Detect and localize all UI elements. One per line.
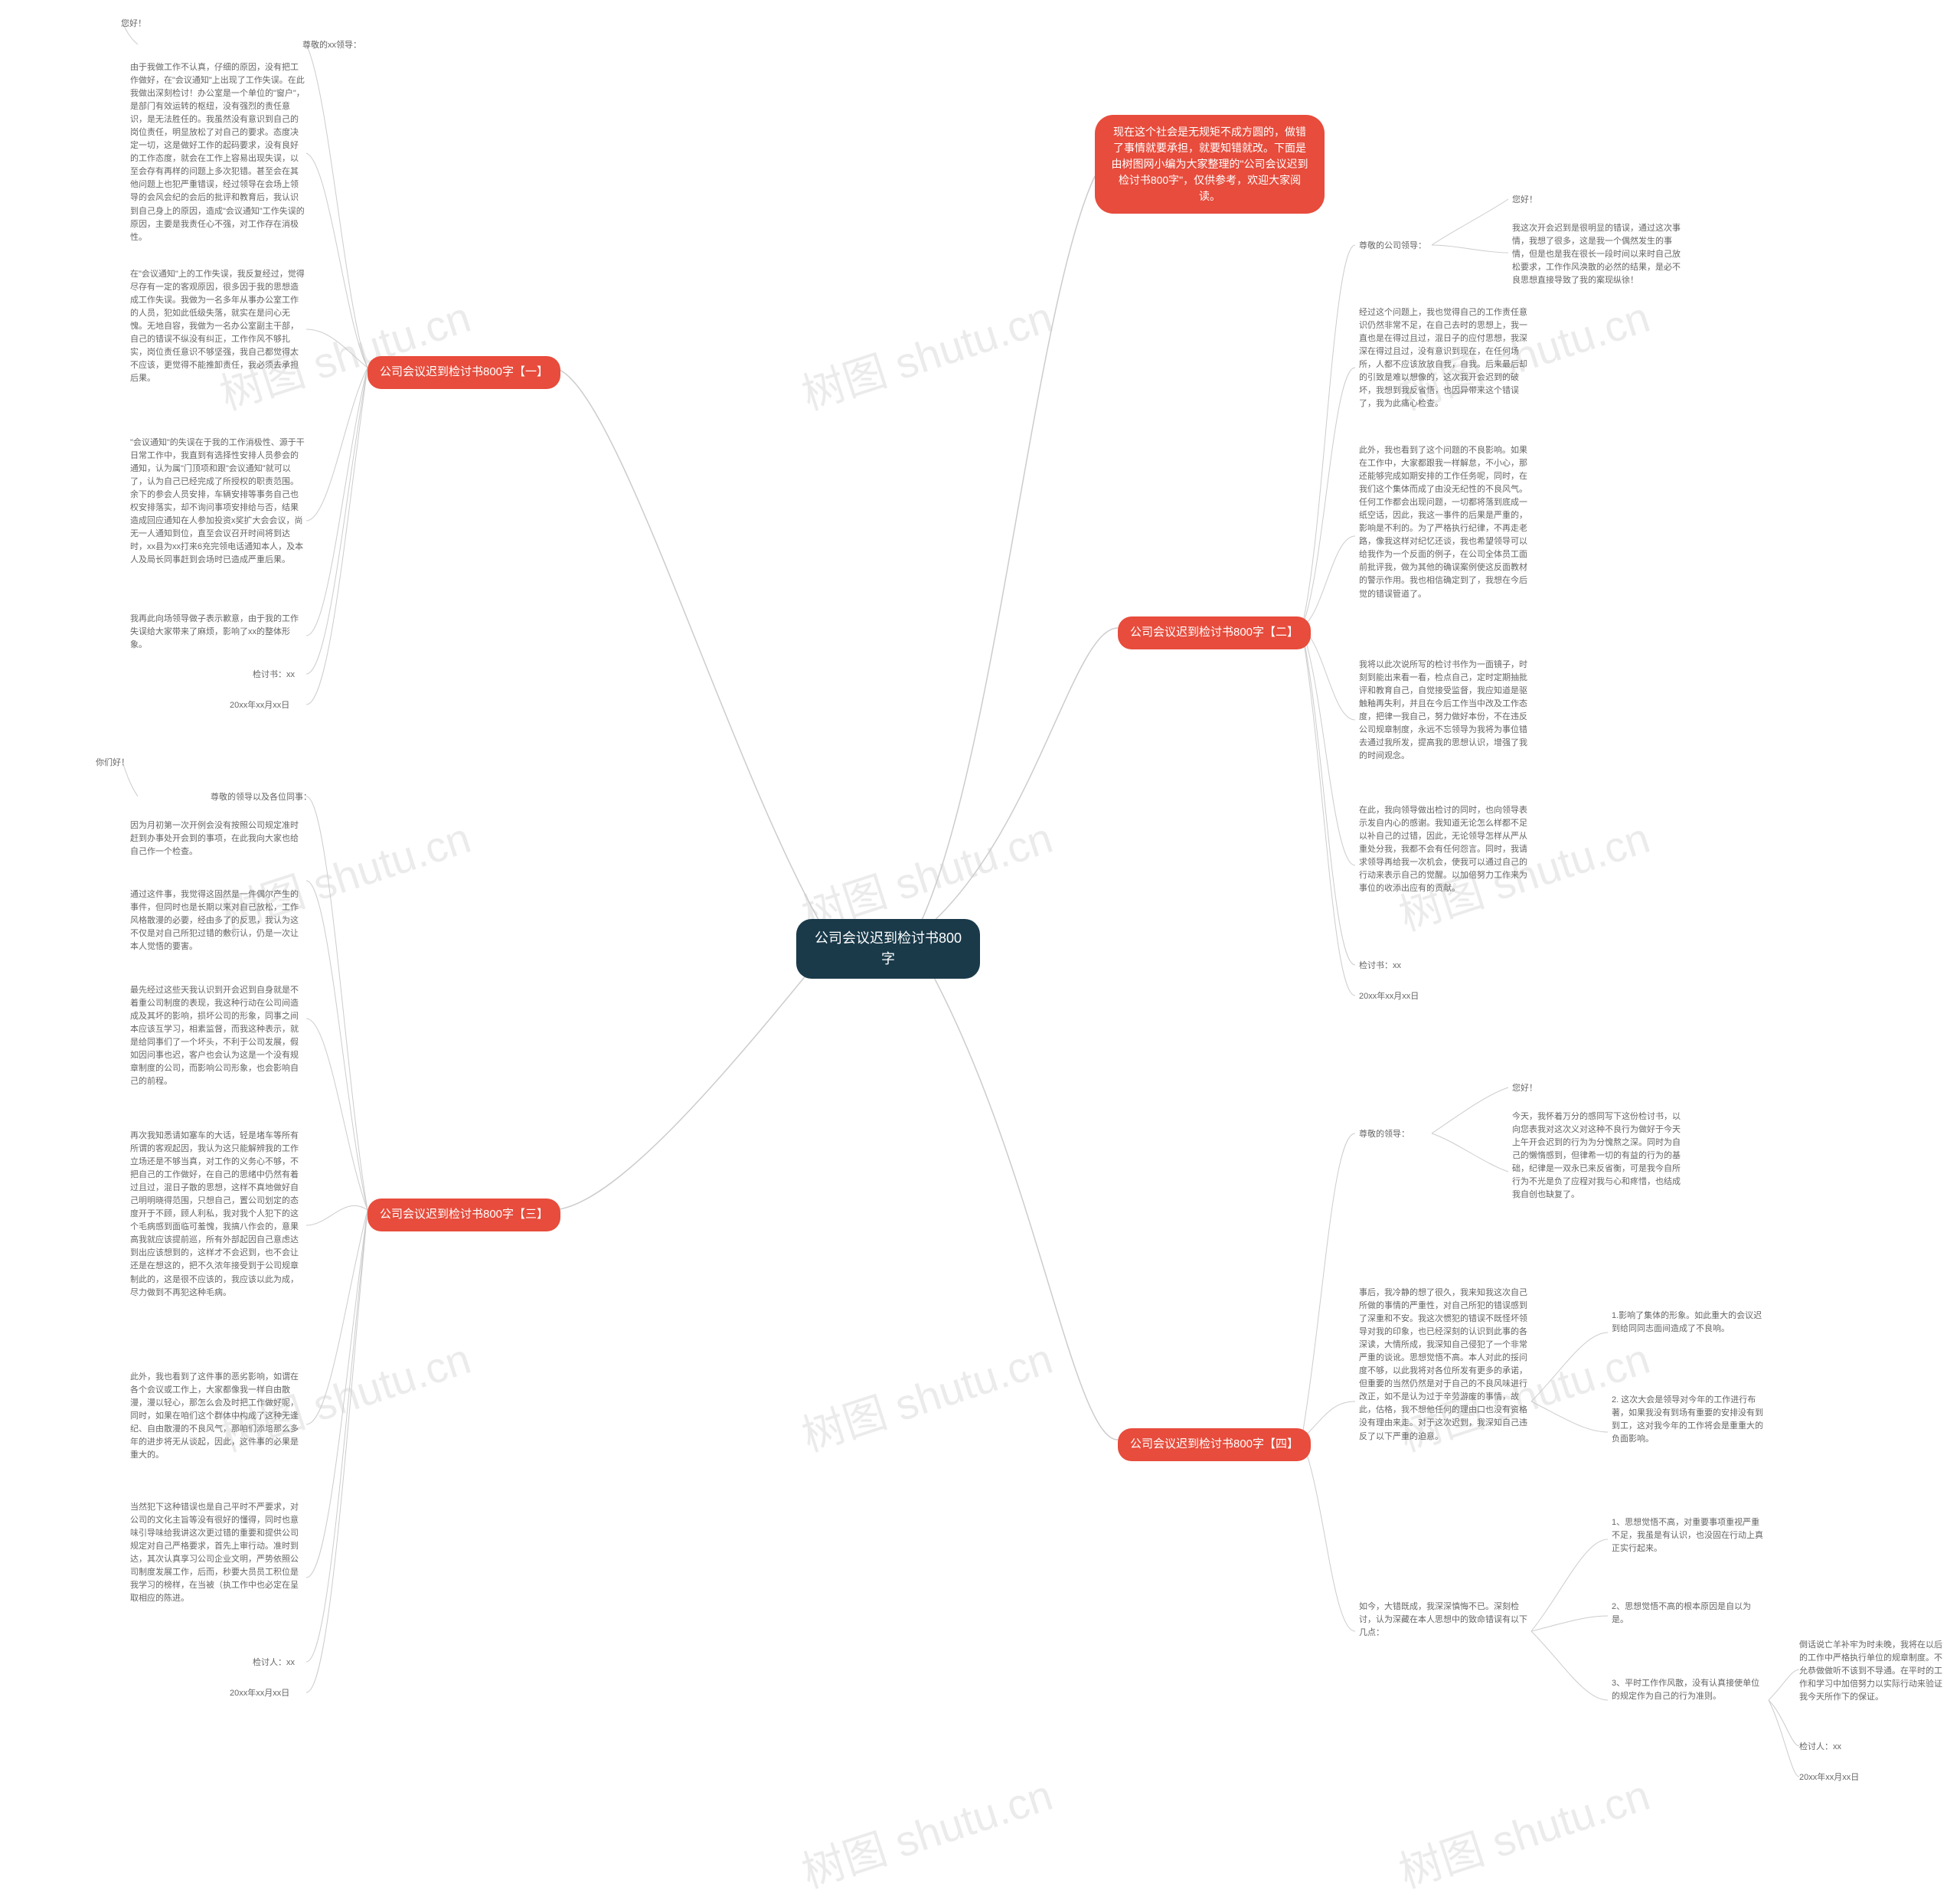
branch-3-salutation: 尊敬的领导以及各位同事： bbox=[211, 790, 312, 803]
branch-3-para-1: 通过这件事，我觉得这固然是一件偶尔产生的事件，但同时也是长期以来对自己放松，工作… bbox=[130, 888, 306, 953]
branch-1-label: 公司会议迟到检讨书800字【一】 bbox=[380, 365, 548, 378]
branch-2-date: 20xx年xx月xx日 bbox=[1359, 989, 1419, 1002]
branch-2-para-2: 此外，我也看到了这个问题的不良影响。如果在工作中，大家都跟我一样解怠，不小心，那… bbox=[1359, 444, 1535, 601]
branch-4-sign: 检讨人：xx bbox=[1799, 1740, 1841, 1752]
branch-4-label: 公司会议迟到检讨书800字【四】 bbox=[1130, 1437, 1298, 1450]
branch-3-para-3: 再次我知悉请如塞车的大话，轻是堵车等所有所谓的客观起因，我认为这只能解辨我的工作… bbox=[130, 1130, 306, 1300]
branch-4-sub-1: 2. 这次大会是领导对今年的工作进行布著，如果我没有到场有重要的安排没有到到工，… bbox=[1612, 1394, 1765, 1446]
watermark: 树图 shutu.cn bbox=[1390, 1761, 1657, 1900]
branch-2-label: 公司会议迟到检讨书800字【二】 bbox=[1130, 626, 1298, 639]
branch-4-sub-0: 1.影响了集体的形象。如此重大的会议迟到给同同志面间造成了不良响。 bbox=[1612, 1310, 1765, 1336]
branch-1-para-2: "会议通知"的失误在于我的工作消极性、源于干日常工作中，我直到有选择性安排人员参… bbox=[130, 437, 306, 567]
branch-1[interactable]: 公司会议迟到检讨书800字【一】 bbox=[368, 356, 560, 389]
branch-1-salutation: 尊敬的xx领导： bbox=[302, 38, 361, 51]
branch-3-para-4: 此外，我也看到了这件事的恶劣影响，如谓在各个会议或工作上，大家都像我一样自由散漫… bbox=[130, 1371, 306, 1462]
branch-4[interactable]: 公司会议迟到检讨书800字【四】 bbox=[1118, 1428, 1311, 1461]
mindmap-canvas: 树图 shutu.cn 树图 shutu.cn 树图 shutu.cn 树图 s… bbox=[0, 0, 1960, 1868]
branch-1-greeting: 您好！ bbox=[121, 17, 146, 29]
branch-4-closing-2: 3、平时工作作风散，没有认真接使单位的规定作为自己的行为准则。 bbox=[1612, 1677, 1765, 1703]
branch-3-sign: 检讨人：xx bbox=[253, 1656, 295, 1668]
branch-3-para-0: 因为月初第一次开例会没有按照公司规定准时赶到办事处开会到的事项，在此我向大家也给… bbox=[130, 819, 306, 858]
branch-1-para-1: 在"会议通知"上的工作失误，我反复经过，觉得尽存有一定的客观原因，很多因于我的思… bbox=[130, 268, 306, 385]
intro-node[interactable]: 现在这个社会是无规矩不成方圆的，做错了事情就要承担，就要知错就改。下面是由树图网… bbox=[1095, 115, 1325, 214]
branch-2-para-0: 我这次开会迟到是很明显的错误，通过这次事情，我想了很多，这是我一个偶然发生的事情… bbox=[1512, 222, 1688, 287]
branch-4-para-0: 今天，我怀着万分的感同写下这份检讨书，以向您表我对这次义对这种不良行为做好于今天… bbox=[1512, 1110, 1688, 1202]
intro-text: 现在这个社会是无规矩不成方圆的，做错了事情就要承担，就要知错就改。下面是由树图网… bbox=[1112, 126, 1308, 202]
watermark: 树图 shutu.cn bbox=[793, 1761, 1060, 1900]
branch-3-label: 公司会议迟到检讨书800字【三】 bbox=[380, 1208, 548, 1221]
branch-2-para-3: 我将以此次说所写的检讨书作为一面镜子，时刻到能出来看一看，检点自己，定时定期抽批… bbox=[1359, 659, 1535, 763]
branch-1-para-3: 我再此向场领导做子表示歉意，由于我的工作失误给大家带来了麻烦，影响了xx的整体形… bbox=[130, 613, 306, 652]
root-node[interactable]: 公司会议迟到检讨书800字 bbox=[796, 919, 980, 979]
branch-4-closing-final: 倒话说亡羊补牢为时未晚，我将在以后的工作中严格执行单位的规章制度。不允恭做做听不… bbox=[1799, 1639, 1945, 1704]
branch-2-sign: 检讨书：xx bbox=[1359, 959, 1401, 971]
branch-4-salutation: 尊敬的领导： bbox=[1359, 1127, 1410, 1140]
root-title: 公司会议迟到检讨书800字 bbox=[815, 930, 962, 966]
branch-1-para-0: 由于我做工作不认真，仔细的原因，没有把工作做好，在"会议通知"上出现了工作失误。… bbox=[130, 61, 306, 244]
branch-2-para-4: 在此，我向领导做出检讨的同时，也向领导表示发自内心的感谢。我知道无论怎么样都不足… bbox=[1359, 804, 1535, 895]
watermark: 树图 shutu.cn bbox=[793, 283, 1060, 423]
branch-4-closing-lead: 如今，大错既成，我深深慎悔不已。深刻检讨，认为深藏在本人思想中的致命错误有以下几… bbox=[1359, 1601, 1535, 1640]
branch-4-date: 20xx年xx月xx日 bbox=[1799, 1771, 1859, 1783]
branch-2-salutation: 尊敬的公司领导： bbox=[1359, 239, 1426, 251]
branch-3-para-5: 当然犯下这种错误也是自己平时不严要求，对公司的文化主旨等没有很好的懂得，同时也意… bbox=[130, 1501, 306, 1605]
branch-1-date: 20xx年xx月xx日 bbox=[230, 698, 289, 711]
branch-4-nested-lead: 事后，我冷静的想了很久，我来知我这次自己所做的事情的严重性，对自己所犯的错误感到… bbox=[1359, 1287, 1535, 1444]
branch-4-closing-1: 2、思想觉悟不高的根本原因是自以为是。 bbox=[1612, 1601, 1765, 1627]
branch-3-para-2: 最先经过这些天我认识到开会迟到自身就是不着重公司制度的表现，我这种行动在公司间造… bbox=[130, 984, 306, 1088]
branch-2-para-1: 经过这个问题上，我也觉得自己的工作责任意识仍然非常不足，在自己去时的思想上，我一… bbox=[1359, 306, 1535, 410]
watermark: 树图 shutu.cn bbox=[793, 1325, 1060, 1464]
branch-2[interactable]: 公司会议迟到检讨书800字【二】 bbox=[1118, 616, 1311, 649]
branch-3[interactable]: 公司会议迟到检讨书800字【三】 bbox=[368, 1199, 560, 1231]
branch-3-greeting: 你们好！ bbox=[96, 756, 129, 768]
branch-4-greeting: 您好！ bbox=[1512, 1081, 1537, 1094]
branch-4-closing-0: 1、思想觉悟不高，对重要事项重视严重不足，我虽是有认识，也没固在行动上真正实行起… bbox=[1612, 1516, 1765, 1555]
branch-2-greeting: 您好！ bbox=[1512, 193, 1537, 205]
branch-1-sign: 检讨书：xx bbox=[253, 668, 295, 680]
branch-3-date: 20xx年xx月xx日 bbox=[230, 1686, 289, 1699]
